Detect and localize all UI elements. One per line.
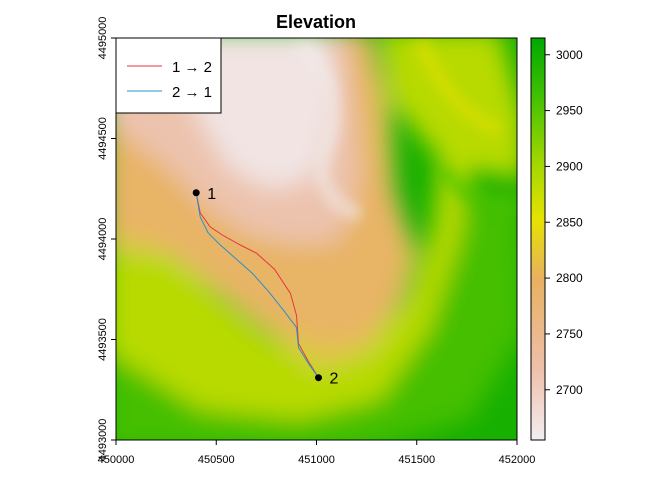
colorbar-axis: 2700 2750 2800 2850 2900 2950 3000	[545, 48, 583, 397]
colorbar-tick-label: 2700	[556, 383, 583, 397]
y-tick-label: 4494000	[97, 218, 109, 261]
point-label-2: 2	[330, 371, 339, 388]
point-label-1: 1	[207, 186, 216, 203]
x-axis: 450000 450500 451000 451500 452000	[98, 440, 536, 466]
x-tick-label: 450000	[98, 454, 135, 466]
point-layer: 12	[192, 186, 339, 388]
colorbar-tick-label: 2800	[556, 271, 583, 285]
colorbar-tick-label: 2900	[556, 159, 583, 173]
y-tick-label: 4493000	[97, 419, 109, 462]
y-tick-label: 4493500	[97, 318, 109, 361]
y-tick-label: 4495000	[97, 17, 109, 60]
chart-title: Elevation	[276, 12, 356, 32]
colorbar-frame	[530, 37, 546, 441]
point-marker-1	[192, 189, 200, 197]
route-line-2-to-1	[195, 192, 319, 378]
colorbar	[531, 38, 545, 440]
legend: 1 → 2 2 → 1	[115, 37, 222, 114]
legend-label-2-to-1: 2 → 1	[172, 84, 212, 101]
x-tick-label: 450500	[198, 454, 235, 466]
x-tick-label: 452000	[499, 454, 536, 466]
route-line-1-to-2	[195, 192, 319, 378]
y-axis: 4493000 4493500 4494000 4494500 4495000	[97, 17, 116, 462]
route-layer	[195, 192, 319, 378]
x-tick-label: 451000	[298, 454, 335, 466]
colorbar-tick-label: 2950	[556, 104, 583, 118]
colorbar-tick-label: 2750	[556, 327, 583, 341]
colorbar-tick-label: 2850	[556, 215, 583, 229]
y-tick-label: 4494500	[97, 117, 109, 160]
point-marker-2	[315, 374, 323, 382]
colorbar-tick-label: 3000	[556, 48, 583, 62]
elevation-raster	[116, 38, 517, 440]
x-tick-label: 451500	[398, 454, 435, 466]
legend-label-1-to-2: 1 → 2	[172, 59, 212, 76]
